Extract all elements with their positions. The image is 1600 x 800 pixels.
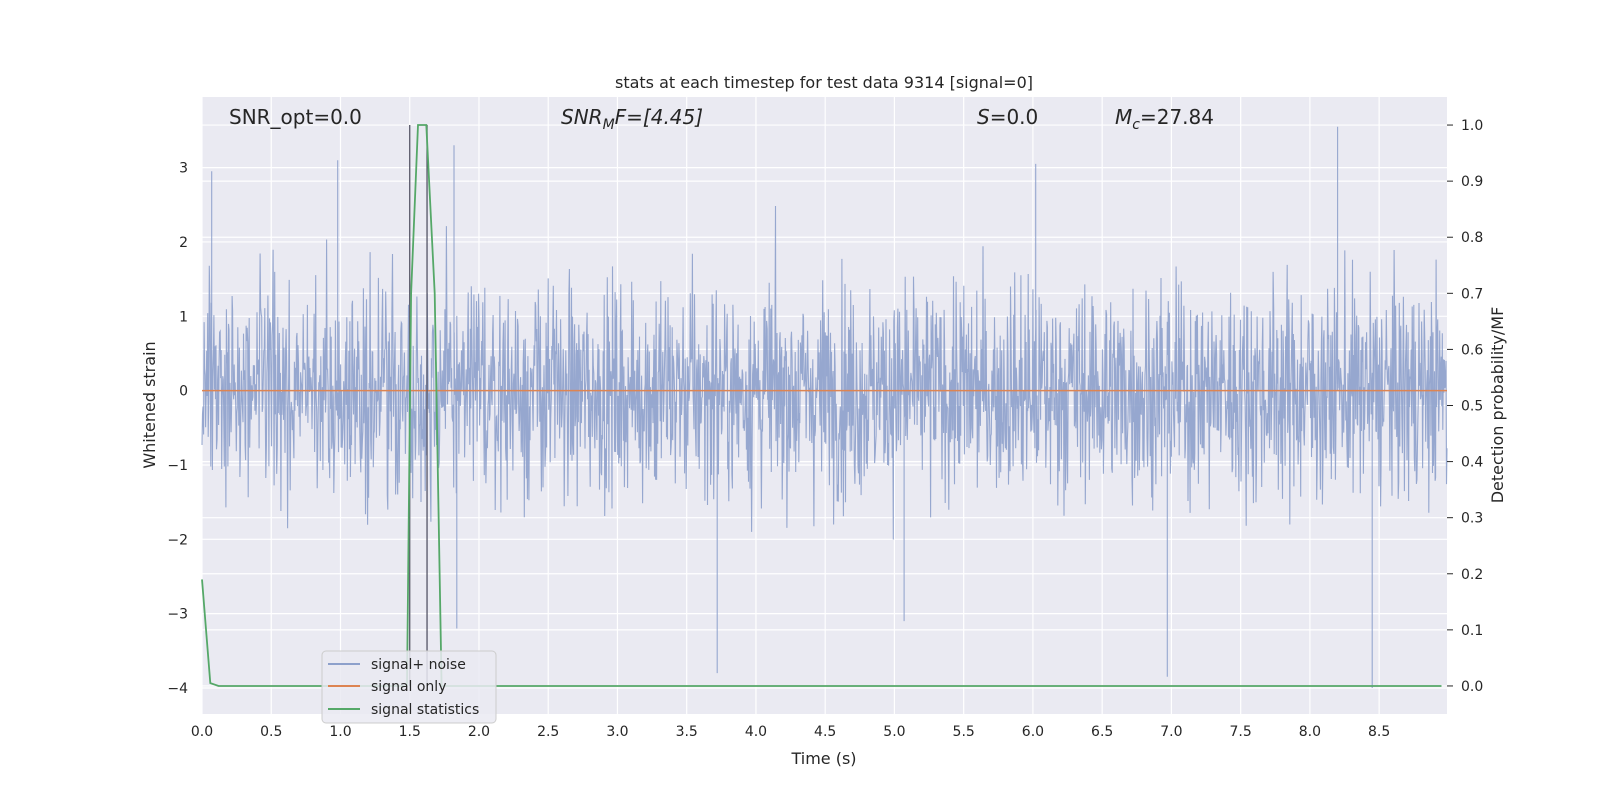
annotation-snr-mf: SNRMF=[4.45] <box>561 105 703 133</box>
annotation-s: S=0.0 <box>977 105 1038 129</box>
signal-noise-line <box>201 126 1448 688</box>
x-tick-label: 3.0 <box>606 724 628 740</box>
y-tick-label-right: 0.3 <box>1461 511 1483 527</box>
x-tick-label: 7.0 <box>1160 724 1182 740</box>
x-axis-label: Time (s) <box>790 749 856 768</box>
y-tick-label-right: 0.4 <box>1461 455 1483 471</box>
series-group <box>201 124 1447 687</box>
y-tick-label-right: 0.6 <box>1461 342 1483 358</box>
mc-rest: =27.84 <box>1140 105 1214 129</box>
x-tick-label: 7.5 <box>1230 724 1252 740</box>
tick-labels: 0.0 0.5 1.0 1.5 2.0 2.5 3.0 3.5 4.0 4.5 5.0 5.5 6.0 6… <box>167 118 1483 740</box>
y-tick-label-right: 0.1 <box>1461 623 1483 639</box>
series-signal-noise <box>201 126 1448 688</box>
snr-mf-sub: M <box>603 117 615 133</box>
legend-label-signal-noise: signal+ noise <box>371 657 466 673</box>
legend-box <box>321 650 497 724</box>
y-tick-label-right: 0.0 <box>1461 679 1483 695</box>
mc-base: M <box>1115 105 1132 129</box>
y-tick-label-left: 0 <box>179 384 188 400</box>
snr-mf-rest: F=[4.45] <box>615 105 703 129</box>
y-tick-label-left: −4 <box>167 681 188 697</box>
y-tick-label-left: 3 <box>179 161 188 177</box>
chart-title: stats at each timestep for test data 931… <box>615 73 1033 92</box>
y-tick-label-left: 1 <box>179 309 188 325</box>
y-tick-label-right: 0.2 <box>1461 567 1483 583</box>
x-tick-label: 6.5 <box>1091 724 1113 740</box>
s-italic: S <box>977 105 990 129</box>
snr-mf-base: SNR <box>561 105 603 129</box>
x-tick-label: 8.0 <box>1299 724 1321 740</box>
y-tick-label-right: 0.8 <box>1461 230 1483 246</box>
legend-label-signal-only: signal only <box>371 679 446 695</box>
signal-statistics-line <box>201 124 1442 687</box>
y-axis-label-right: Detection probability/MF <box>1488 307 1507 504</box>
legend: signal+ noise signal only signal statist… <box>321 650 497 724</box>
annotation-mc: Mc=27.84 <box>1115 105 1214 133</box>
y-tick-label-right: 0.5 <box>1461 399 1483 415</box>
x-tick-label: 1.0 <box>329 724 351 740</box>
x-tick-label: 8.5 <box>1368 724 1390 740</box>
x-tick-label: 1.5 <box>399 724 421 740</box>
x-tick-label: 2.5 <box>537 724 559 740</box>
y-tick-label-left: −2 <box>167 532 188 548</box>
x-tick-label: 4.0 <box>745 724 767 740</box>
s-rest: =0.0 <box>990 105 1039 129</box>
x-tick-label: 5.5 <box>953 724 975 740</box>
x-tick-label: 3.5 <box>676 724 698 740</box>
y-tick-label-left: −1 <box>167 458 188 474</box>
annotation-snr-opt: SNR_opt=0.0 <box>229 105 362 129</box>
x-tick-label: 4.5 <box>814 724 836 740</box>
x-tick-label: 0.0 <box>191 724 213 740</box>
y-tick-label-left: 2 <box>179 235 188 251</box>
x-tick-label: 0.5 <box>260 724 282 740</box>
legend-label-signal-statistics: signal statistics <box>371 702 479 718</box>
y-tick-label-right: 0.7 <box>1461 286 1483 302</box>
x-tick-label: 5.0 <box>883 724 905 740</box>
x-tick-label: 6.0 <box>1022 724 1044 740</box>
y-axis-label-left: Whitened strain <box>140 341 159 468</box>
x-tick-label: 2.0 <box>468 724 490 740</box>
y-tick-label-right: 1.0 <box>1461 118 1483 134</box>
y-tick-label-right: 0.9 <box>1461 174 1483 190</box>
y-tick-label-left: −3 <box>167 607 188 623</box>
mc-sub: c <box>1132 117 1140 133</box>
